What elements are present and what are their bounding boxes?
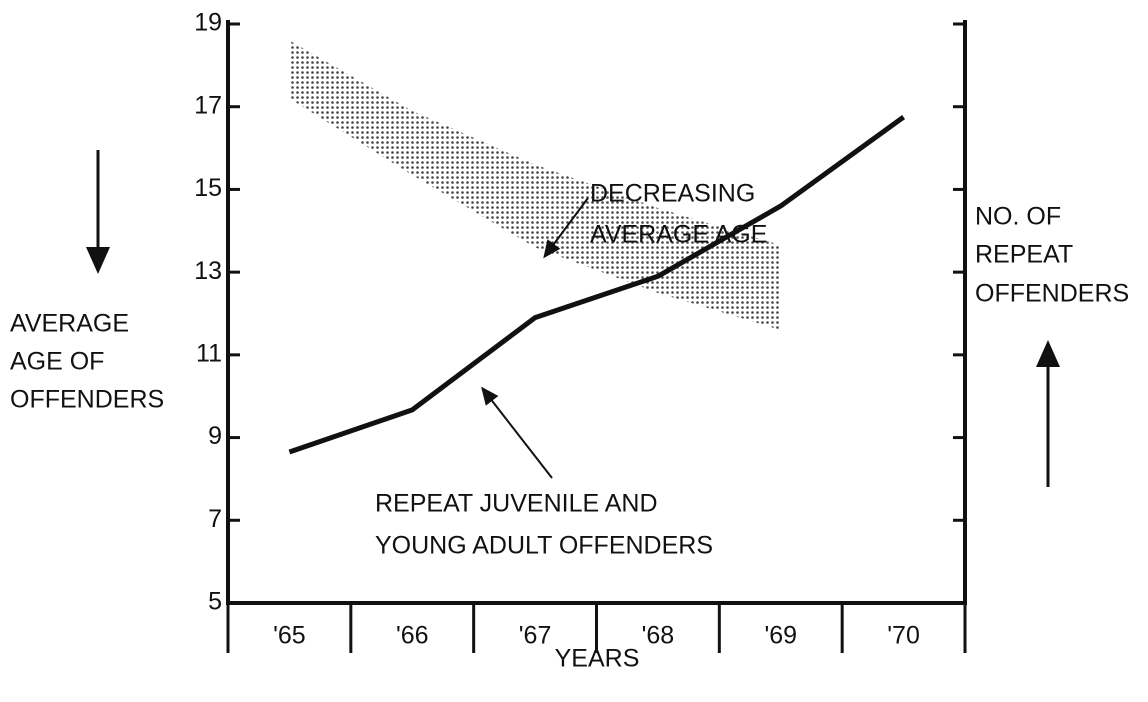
annotation: AVERAGE AGE [590, 221, 767, 249]
y-tick-label: 7 [208, 505, 222, 533]
x-tick-label: '70 [887, 622, 920, 650]
x-tick-label: '69 [764, 622, 797, 650]
age-band [289, 40, 781, 331]
y-tick-label: 17 [194, 91, 222, 119]
y2-label: OFFENDERS [975, 280, 1129, 308]
y-tick-label: 13 [194, 257, 222, 285]
y-tick-label: 15 [194, 174, 222, 202]
y-label: OFFENDERS [10, 386, 164, 414]
y-label: AGE OF [10, 348, 104, 376]
x-tick-label: '68 [642, 622, 675, 650]
annotation-arrow [481, 386, 553, 479]
y-tick-label: 11 [196, 339, 222, 367]
x-tick-label: '66 [396, 622, 429, 650]
y-tick-label: 9 [208, 422, 222, 450]
annotation: REPEAT JUVENILE AND [375, 490, 658, 518]
x-tick-label: '67 [519, 622, 552, 650]
y-tick-label: 19 [194, 9, 222, 37]
y-label: AVERAGE [10, 310, 129, 338]
y-tick-label: 5 [208, 588, 222, 616]
y2-label: NO. OF [975, 203, 1061, 231]
offender-line [288, 115, 906, 455]
y2-label: REPEAT [975, 241, 1073, 269]
annotation-arrow [543, 197, 589, 259]
x-tick-label: '65 [273, 622, 306, 650]
annotation: DECREASING [590, 180, 755, 208]
annotation: YOUNG ADULT OFFENDERS [375, 532, 713, 560]
